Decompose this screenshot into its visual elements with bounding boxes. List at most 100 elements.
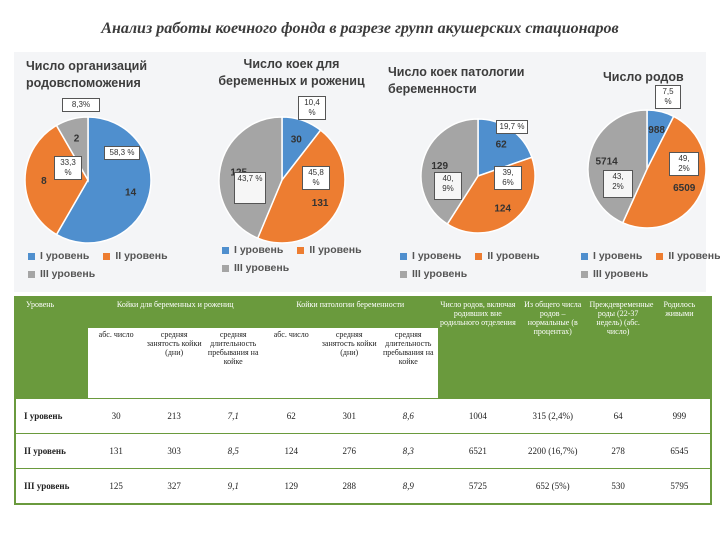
callout-level3: 43,7 %	[234, 172, 266, 204]
legend-label: II уровень	[668, 250, 720, 262]
cell-beds-stay: 7,1	[203, 398, 263, 434]
cell-births: 5725	[437, 468, 518, 503]
chart-title: Число организаций родовспоможения	[26, 59, 148, 90]
cell-preterm: 278	[587, 433, 649, 469]
cell-alive: 999	[648, 398, 710, 434]
legend-swatch-level1	[28, 252, 35, 260]
callout-level1: 7,5 %	[655, 85, 681, 109]
cell-beds-occ: 213	[144, 398, 204, 434]
legend-swatch-level2	[475, 252, 483, 260]
legend-swatch-level1	[222, 246, 229, 254]
callout-level3: 8,3%	[62, 98, 100, 112]
charts-panel: Число организаций родовспоможения 14 8 2 8…	[14, 52, 720, 292]
cell-path-abs: 124	[262, 433, 320, 469]
callout-level3: 40, 9%	[434, 172, 462, 200]
cell-beds-occ: 327	[144, 468, 204, 503]
callout-level2: 39, 6%	[494, 166, 522, 190]
callout-level1: 58,3 %	[104, 146, 140, 160]
legend-label: III уровень	[40, 268, 96, 280]
cell-path-stay: 8,9	[378, 468, 438, 503]
cell-path-stay: 8,6	[378, 398, 438, 434]
data-label: 988	[648, 125, 665, 136]
callout-level1: 10,4 %	[298, 96, 326, 120]
table-row: I уровень 30 213 7,1 62 301 8,6 1004 315…	[16, 398, 710, 434]
chart-births: Число родов 988 6509 5714 7,5 % 49, 2% 43,…	[559, 52, 720, 292]
data-label: 8	[41, 176, 47, 187]
chart-title: Число родов	[603, 70, 684, 84]
legend-label: I уровень	[234, 244, 284, 256]
cell-normal: 2200 (16,7%)	[517, 433, 588, 469]
chart-beds: Число коек для беременных и рожениц 30 13…	[194, 52, 384, 292]
slice-level2	[256, 129, 346, 244]
cell-path-occ: 301	[319, 398, 379, 434]
subheader-occupancy: средняя занятость койки (дни)	[146, 330, 202, 357]
header-level: Уровень	[26, 300, 55, 309]
cell-births: 1004	[437, 398, 518, 434]
legend-label: I уровень	[40, 250, 90, 262]
legend-swatch-level3	[222, 264, 229, 272]
header-pathology-group: Койки патологии беременности	[296, 300, 405, 309]
legend: I уровень II уровень III уровень	[222, 244, 362, 280]
data-label: 14	[125, 187, 137, 198]
data-label: 6509	[673, 183, 696, 194]
legend-swatch-level3	[581, 270, 588, 278]
cell-preterm: 64	[587, 398, 649, 434]
callout-level2: 45,8 %	[302, 166, 330, 190]
cell-beds-occ: 303	[144, 433, 204, 469]
subheader-abs: абс. число	[98, 330, 134, 339]
cell-beds-abs: 125	[87, 468, 145, 503]
subheader-abs: абс. число	[273, 330, 309, 339]
header-alive: Родилось живыми	[663, 300, 696, 318]
table-row: III уровень 125 327 9,1 129 288 8,9 5725…	[16, 468, 710, 503]
legend-swatch-level1	[400, 252, 407, 260]
chart-organizations: Число организаций родовспоможения 14 8 2 8…	[14, 52, 194, 292]
data-label: 131	[312, 198, 329, 209]
data-label: 2	[74, 133, 80, 144]
cell-path-abs: 129	[262, 468, 320, 503]
legend: I уровень II уровень III уровень	[400, 250, 540, 286]
cell-beds-stay: 9,1	[203, 468, 263, 503]
callout-level2: 49, 2%	[669, 152, 699, 176]
data-label: 62	[496, 139, 508, 150]
cell-normal: 315 (2,4%)	[517, 398, 588, 434]
cell-level: II уровень	[16, 433, 88, 469]
cell-path-occ: 276	[319, 433, 379, 469]
cell-path-stay: 8,3	[378, 433, 438, 469]
legend-label: I уровень	[412, 250, 462, 262]
cell-preterm: 530	[587, 468, 649, 503]
legend-swatch-level3	[400, 270, 407, 278]
stats-table: Уровень Койки для беременных и рожениц К…	[14, 296, 712, 505]
cell-path-abs: 62	[262, 398, 320, 434]
legend-label: II уровень	[487, 250, 540, 262]
cell-alive: 5795	[648, 468, 710, 503]
callout-level1: 19,7 %	[496, 120, 528, 134]
legend-label: III уровень	[234, 262, 290, 274]
header-preterm: Преждевременные роды (22-37 недель) (абс…	[589, 300, 654, 336]
cell-normal: 652 (5%)	[517, 468, 588, 503]
cell-beds-abs: 30	[87, 398, 145, 434]
legend-swatch-level2	[297, 246, 305, 254]
legend-swatch-level2	[656, 252, 664, 260]
header-normal: Из общего числа родов – нормальные (в пр…	[524, 300, 582, 336]
legend-label: I уровень	[593, 250, 643, 262]
legend-swatch-level2	[103, 252, 111, 260]
legend-label: II уровень	[309, 244, 362, 256]
data-label: 129	[431, 161, 448, 172]
chart-title: Число коек для беременных и рожениц	[218, 57, 365, 88]
cell-path-occ: 288	[319, 468, 379, 503]
subheader-occupancy: средняя занятость койки (дни)	[321, 330, 377, 357]
legend: I уровень II уровень III уровень	[28, 250, 168, 286]
chart-pathology: Число коек патологии беременности 62 124 1…	[384, 52, 559, 292]
legend-swatch-level1	[581, 252, 588, 260]
cell-alive: 6545	[648, 433, 710, 469]
legend: I уровень II уровень III уровень	[581, 250, 720, 286]
page-title: Анализ работы коечного фонда в разрезе г…	[101, 20, 619, 37]
header-beds-group: Койки для беременных и рожениц	[116, 300, 234, 309]
chart-title: Число коек патологии беременности	[388, 65, 525, 96]
legend-swatch-level3	[28, 270, 35, 278]
subheader-stay: средняя длительность пребывания на койке	[207, 330, 259, 366]
legend-label: III уровень	[412, 268, 468, 280]
data-label: 124	[494, 203, 511, 214]
legend-label: III уровень	[593, 268, 649, 280]
header-births: Число родов, включая родивших вне родиль…	[439, 300, 516, 327]
